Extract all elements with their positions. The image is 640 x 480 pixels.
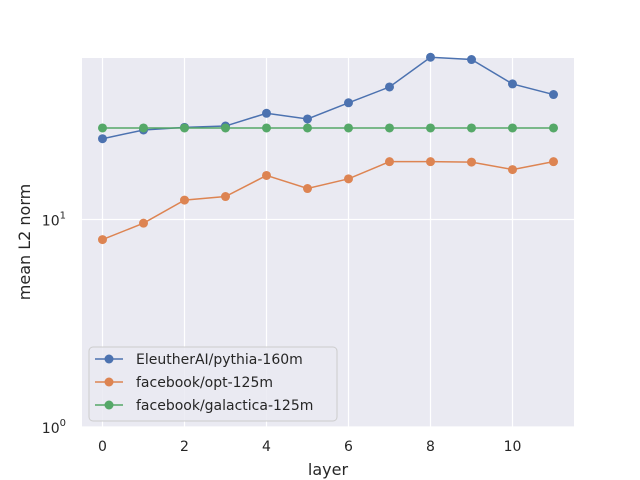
data-point — [262, 170, 271, 180]
data-point — [344, 174, 353, 184]
legend: EleutherAI/pythia-160m facebook/opt-125m f… — [88, 346, 338, 422]
legend-item: EleutherAI/pythia-160m — [95, 352, 303, 368]
y-tick-exponent: 1 — [60, 210, 66, 221]
x-tick-label: 10 — [504, 439, 522, 455]
y-tick-label: 100 — [42, 418, 66, 437]
series-layer — [98, 52, 558, 245]
data-point — [549, 157, 558, 167]
x-tick-label: 4 — [262, 439, 271, 455]
x-tick-label: 6 — [344, 439, 353, 455]
legend-box — [88, 346, 338, 422]
data-point — [508, 79, 517, 89]
data-point — [221, 192, 230, 202]
data-point — [467, 123, 476, 133]
data-point — [98, 123, 107, 133]
y-axis-label: mean L2 norm — [15, 184, 34, 300]
data-point — [344, 98, 353, 108]
data-point — [549, 123, 558, 133]
data-point — [467, 157, 476, 167]
data-point — [262, 108, 271, 118]
legend-swatch-marker — [104, 377, 114, 387]
data-point — [508, 123, 517, 133]
y-tick-labels: 100 101 — [42, 210, 66, 437]
y-tick-label: 101 — [42, 210, 66, 229]
data-point — [385, 157, 394, 167]
series-1 — [98, 157, 558, 245]
data-point — [180, 195, 189, 205]
data-point — [426, 157, 435, 167]
legend-item: facebook/opt-125m — [95, 375, 273, 391]
data-point — [98, 235, 107, 245]
data-point — [385, 123, 394, 133]
data-point — [426, 123, 435, 133]
data-point — [508, 165, 517, 175]
series-line — [102, 160, 554, 241]
legend-swatch-marker — [104, 354, 114, 364]
legend-label: facebook/opt-125m — [136, 375, 273, 391]
data-point — [303, 114, 312, 124]
x-tick-labels: 0 2 4 6 8 10 — [98, 439, 521, 455]
data-point — [303, 184, 312, 194]
data-point — [139, 123, 148, 133]
data-point — [344, 123, 353, 133]
x-tick-label: 2 — [180, 439, 189, 455]
data-point — [262, 123, 271, 133]
data-point — [426, 52, 435, 62]
data-point — [385, 82, 394, 92]
x-tick-label: 8 — [426, 439, 435, 455]
data-point — [221, 123, 230, 133]
x-tick-label: 0 — [98, 439, 107, 455]
data-point — [303, 123, 312, 133]
series-2 — [98, 123, 558, 133]
x-axis-label: layer — [308, 460, 349, 479]
data-point — [98, 134, 107, 144]
data-point — [467, 55, 476, 65]
legend-item: facebook/galactica-125m — [95, 398, 313, 414]
data-point — [139, 218, 148, 228]
grid-lines — [82, 58, 574, 428]
data-point — [549, 90, 558, 100]
y-tick-exponent: 0 — [60, 418, 66, 429]
data-point — [180, 123, 189, 133]
legend-swatch-marker — [104, 400, 114, 410]
legend-label: EleutherAI/pythia-160m — [136, 352, 303, 368]
legend-label: facebook/galactica-125m — [136, 398, 313, 414]
